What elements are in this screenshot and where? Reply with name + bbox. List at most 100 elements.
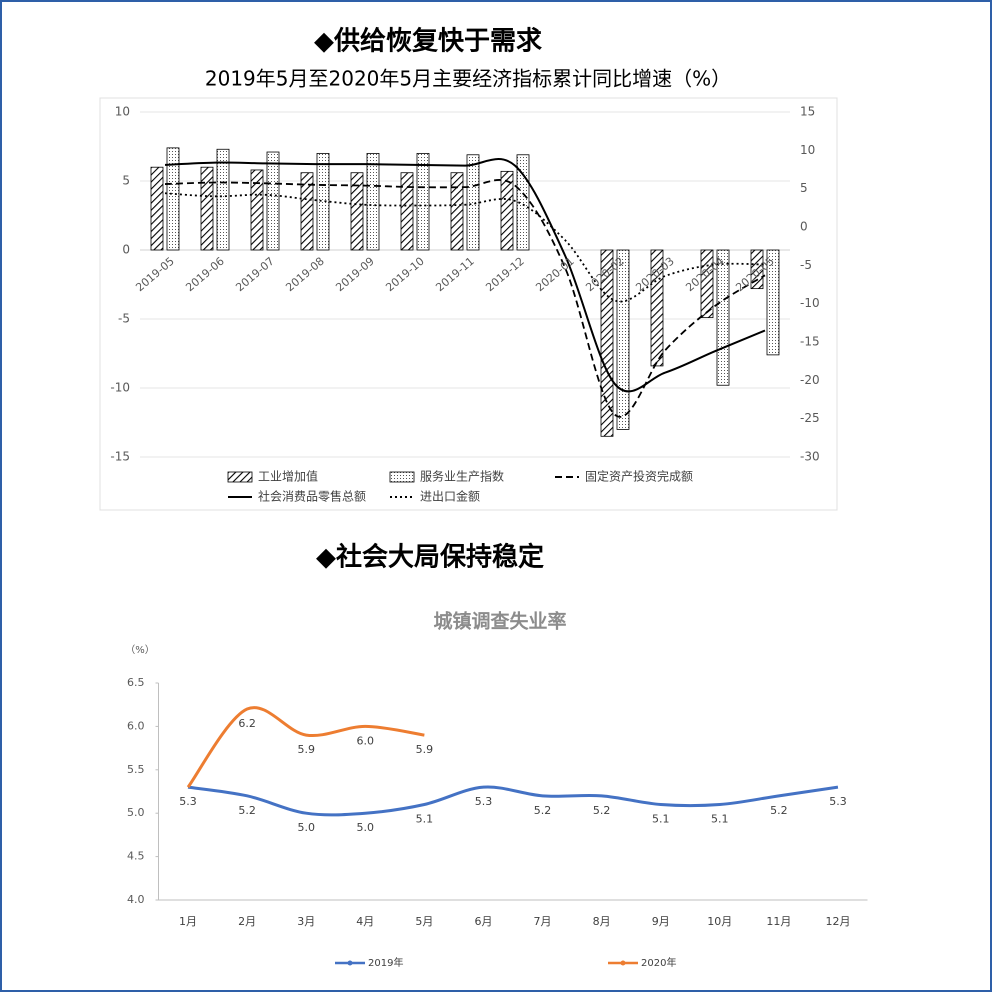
x-tick-label: 5月 — [415, 915, 433, 928]
legend-swatch — [389, 471, 415, 483]
bar — [150, 166, 164, 251]
x-tick-label: 2月 — [238, 915, 256, 928]
x-tick-label: 2019-12 — [483, 255, 527, 295]
x-tick-label: 2019-10 — [383, 255, 427, 295]
y-tick-label: -10 — [110, 381, 130, 395]
x-tick-label: 8月 — [593, 915, 611, 928]
y-tick-label: 5.5 — [127, 763, 145, 776]
bar — [300, 172, 314, 251]
legend-swatch — [227, 471, 253, 483]
legend-label: 2019年 — [368, 956, 403, 969]
bar — [316, 152, 330, 251]
x-tick-label: 2019-11 — [433, 255, 477, 295]
data-label: 5.9 — [416, 743, 434, 756]
bar — [366, 152, 380, 251]
line — [164, 179, 766, 418]
bar — [450, 172, 464, 251]
data-label: 5.2 — [593, 804, 611, 817]
data-label: 5.0 — [297, 821, 315, 834]
legend-label: 固定资产投资完成额 — [585, 469, 693, 484]
data-label: 6.2 — [238, 717, 256, 730]
y2-tick-label: -10 — [800, 296, 820, 310]
x-tick-label: 1月 — [179, 915, 197, 928]
y-tick-label: 6.5 — [127, 676, 145, 689]
data-label: 5.1 — [711, 813, 729, 826]
chart-frame — [99, 97, 838, 511]
data-label: 5.1 — [652, 813, 670, 826]
data-label: 5.2 — [770, 804, 788, 817]
y-tick-label: 5 — [122, 174, 130, 188]
legend-label: 工业增加值 — [258, 469, 318, 484]
data-label: 5.3 — [179, 795, 197, 808]
line — [164, 192, 766, 303]
x-tick-label: 2019-06 — [183, 255, 227, 295]
bar — [766, 249, 780, 356]
bar — [416, 152, 430, 251]
bar — [466, 154, 480, 251]
data-label: 5.2 — [534, 804, 552, 817]
bar — [266, 151, 280, 251]
y-tick-label: 4.5 — [127, 850, 145, 863]
x-tick-label: 2020-01 — [533, 255, 577, 295]
bar — [600, 249, 614, 437]
y2-tick-label: -30 — [800, 450, 820, 464]
y2-tick-label: -15 — [800, 335, 820, 349]
data-label: 5.3 — [475, 795, 493, 808]
data-label: 5.1 — [416, 813, 434, 826]
y2-tick-label: -25 — [800, 411, 820, 425]
chart-title: 城镇调查失业率 — [433, 610, 566, 633]
section-heading: ◆社会大局保持稳定 — [316, 542, 544, 573]
bar — [250, 169, 264, 251]
legend-marker — [620, 960, 626, 966]
x-tick-label: 7月 — [534, 915, 552, 928]
x-tick-label: 3月 — [297, 915, 315, 928]
data-label: 5.0 — [357, 821, 375, 834]
x-tick-label: 2019-09 — [333, 255, 377, 295]
y-unit: （%） — [125, 644, 155, 656]
line — [187, 785, 839, 817]
section-heading: ◆供给恢复快于需求 — [314, 26, 542, 57]
data-label: 6.0 — [357, 734, 375, 747]
data-label: 5.2 — [238, 804, 256, 817]
y-tick-label: -15 — [110, 450, 130, 464]
line — [186, 706, 425, 789]
x-tick-label: 4月 — [356, 915, 374, 928]
y2-tick-label: -5 — [800, 258, 812, 272]
legend-label: 社会消费品零售总额 — [258, 489, 366, 504]
legend-marker — [347, 960, 353, 966]
x-tick-label: 2019-08 — [283, 255, 327, 295]
bar — [400, 172, 414, 251]
y2-tick-label: 10 — [800, 143, 815, 157]
bar — [750, 249, 764, 290]
y2-tick-label: 15 — [800, 105, 815, 119]
data-label: 5.3 — [829, 795, 847, 808]
bar — [700, 249, 714, 319]
x-tick-label: 12月 — [825, 915, 850, 928]
bar — [166, 147, 180, 251]
bar — [716, 249, 730, 386]
x-tick-label: 9月 — [652, 915, 670, 928]
data-label: 5.9 — [297, 743, 315, 756]
x-tick-label: 2019-07 — [233, 255, 277, 295]
x-tick-label: 11月 — [766, 915, 791, 928]
bar — [350, 172, 364, 251]
legend-label: 进出口金额 — [420, 489, 480, 504]
bar — [616, 249, 630, 430]
bar — [216, 148, 230, 251]
y2-tick-label: -20 — [800, 373, 820, 387]
y-tick-label: 0 — [122, 243, 130, 257]
chart-title: 2019年5月至2020年5月主要经济指标累计同比增速（%） — [205, 67, 731, 91]
legend-label: 2020年 — [641, 956, 676, 969]
x-tick-label: 2019-05 — [133, 255, 177, 295]
y-tick-label: 6.0 — [127, 719, 145, 732]
y-tick-label: 10 — [115, 105, 130, 119]
x-tick-label: 10月 — [707, 915, 732, 928]
bar — [500, 170, 514, 251]
y2-tick-label: 5 — [800, 181, 808, 195]
bar — [200, 166, 214, 251]
y-tick-label: 5.0 — [127, 806, 145, 819]
y-tick-label: 4.0 — [127, 893, 145, 906]
y-tick-label: -5 — [118, 312, 130, 326]
